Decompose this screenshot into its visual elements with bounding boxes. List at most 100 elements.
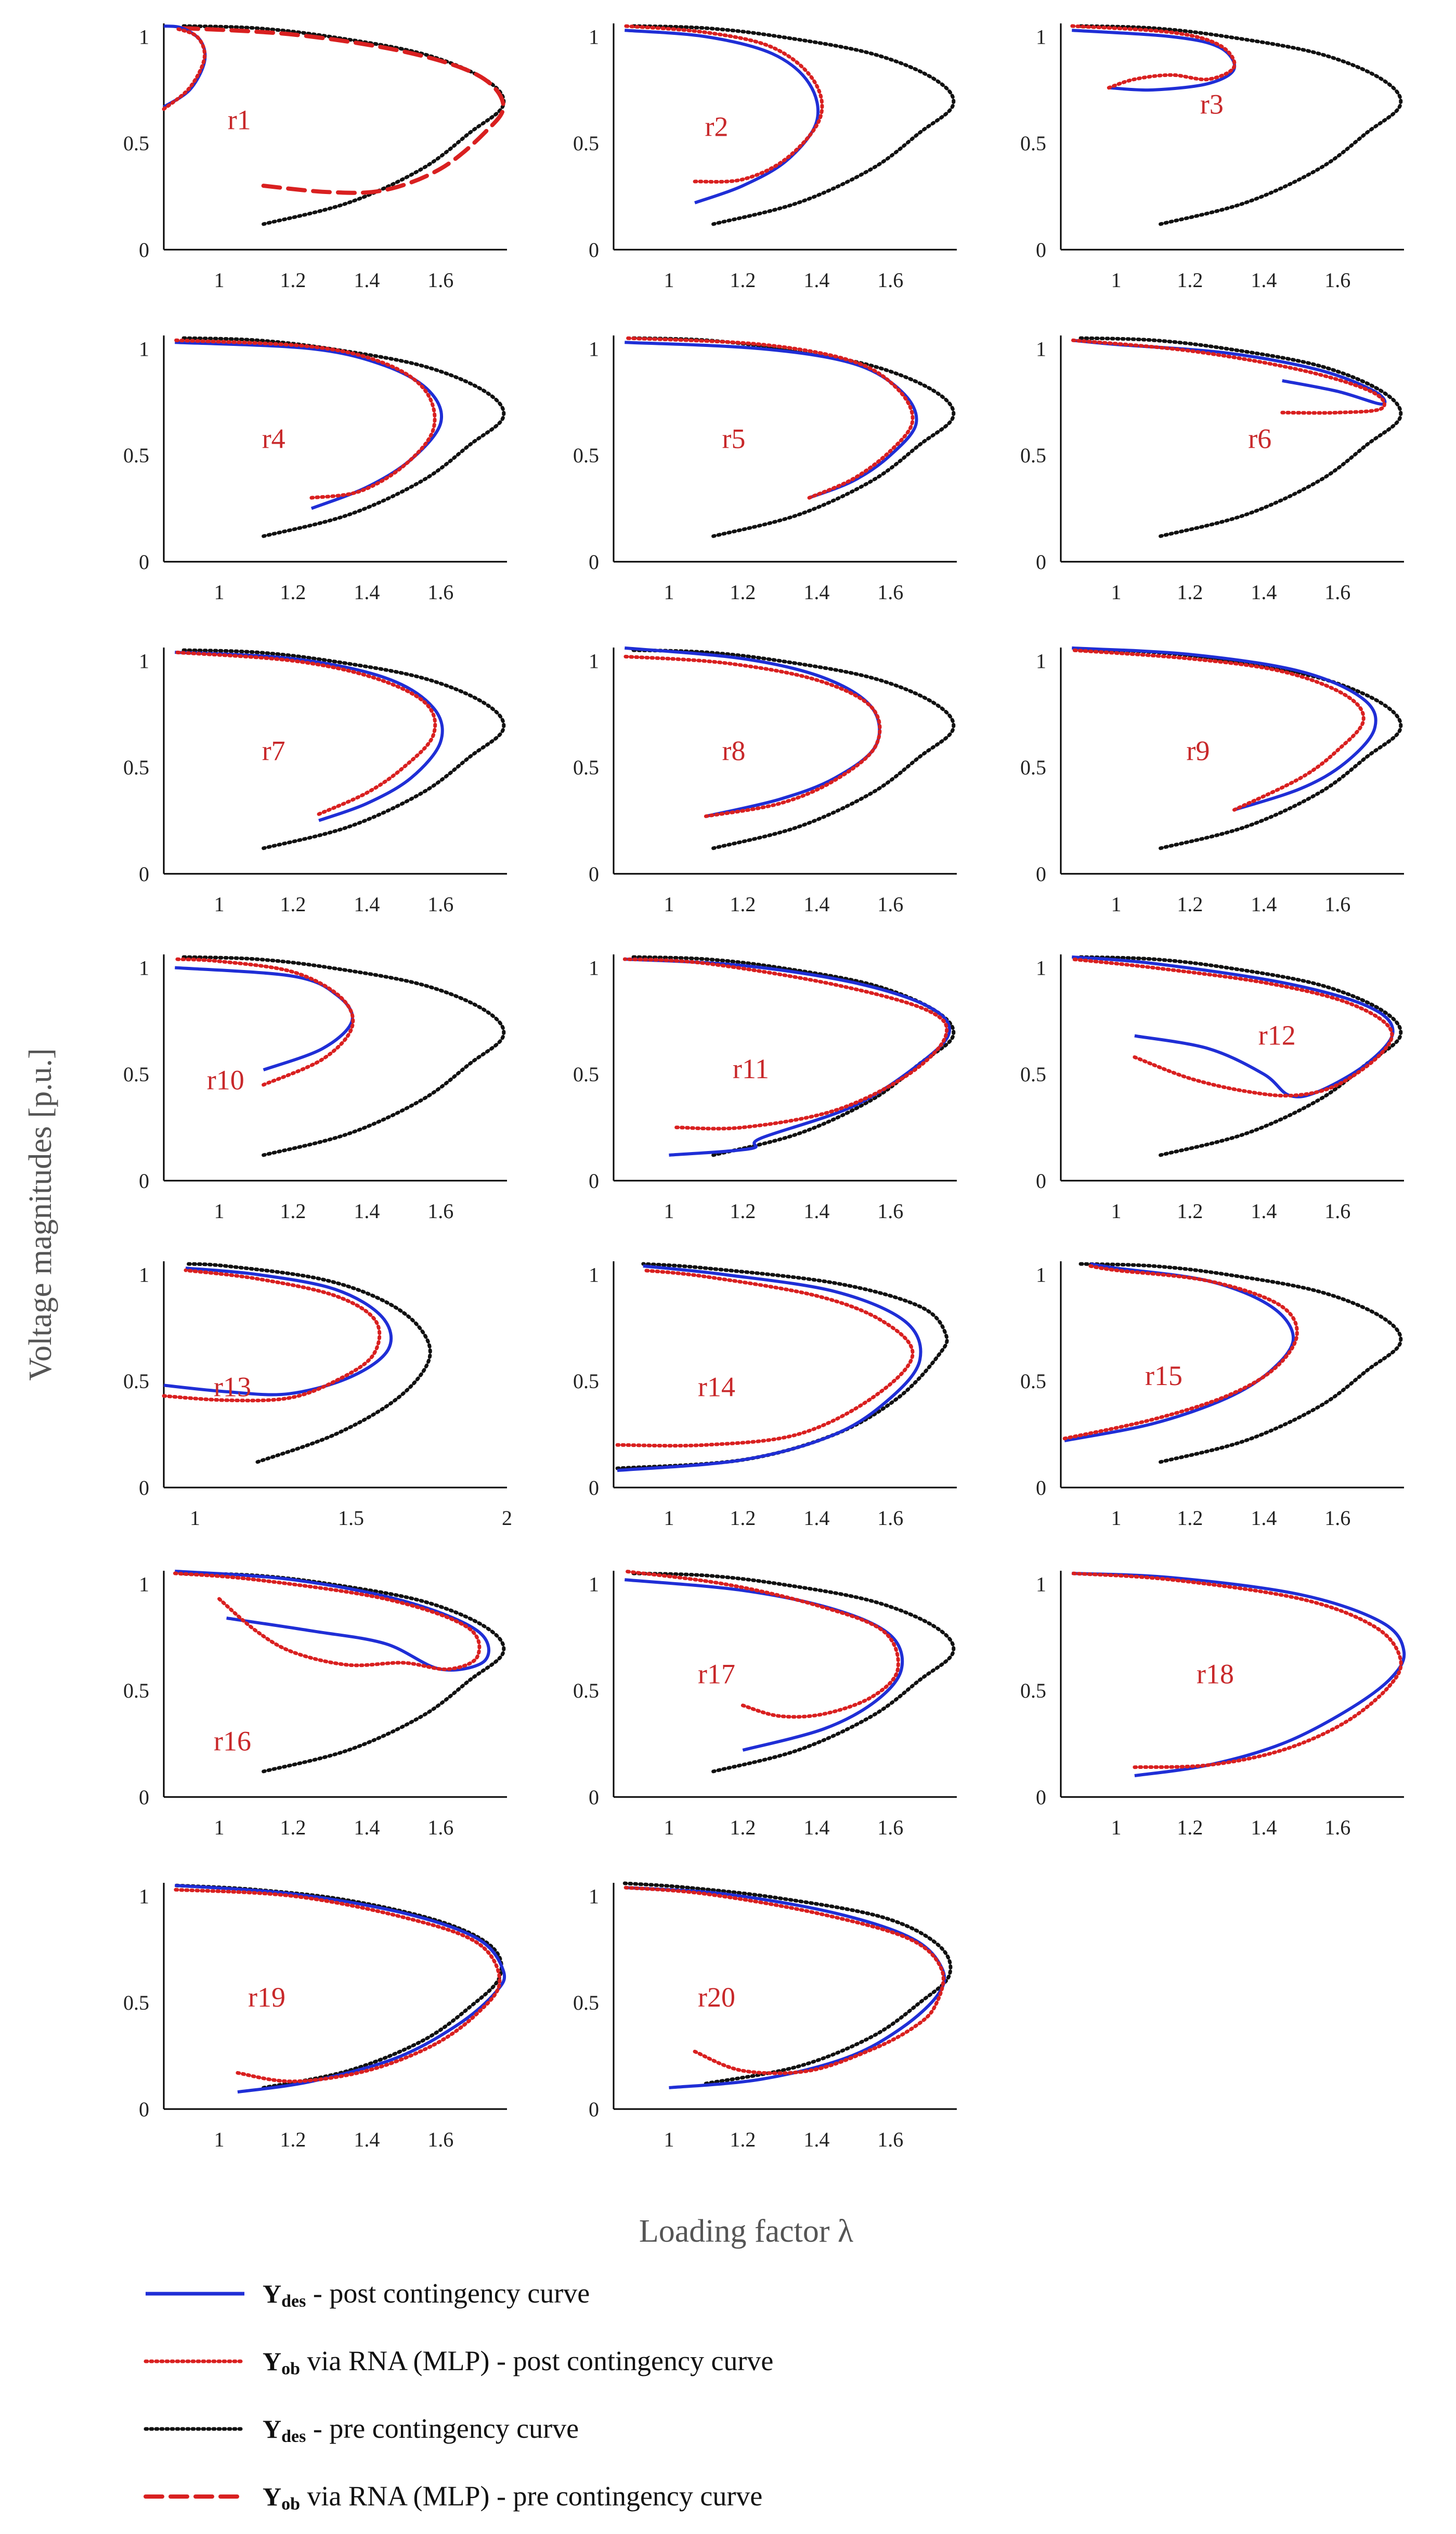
x-tick-label: 1.4 xyxy=(354,268,380,292)
x-tick-label: 1.4 xyxy=(1251,1816,1277,1839)
y-tick-label: 1 xyxy=(589,25,599,48)
y-tick-label: 0 xyxy=(589,238,599,262)
x-tick-label: 1.4 xyxy=(354,580,380,604)
legend: Ydes - post contingency curve Yob via RNA… xyxy=(144,2278,773,2514)
x-tick-label: 1 xyxy=(190,1506,200,1530)
x-tick-label: 1 xyxy=(214,1199,224,1223)
x-tick-label: 1.6 xyxy=(877,893,903,916)
series-pre-line xyxy=(622,1881,953,2086)
x-tick-label: 1 xyxy=(214,2128,224,2151)
panel-label: r1 xyxy=(228,105,251,136)
series-post-rna-line xyxy=(173,1887,502,2084)
panels-group: 0 0.5 1 1 1.2 1.4 1.6 r1 0 0.5 1 1 1.2 1.4 1.6 r20 0.5 1 1… xyxy=(123,23,1406,2151)
x-tick-label: 1.2 xyxy=(1177,1199,1203,1223)
panel-label: r3 xyxy=(1200,89,1224,120)
y-tick-label: 1 xyxy=(589,649,599,673)
x-tick-label: 1 xyxy=(1111,580,1121,604)
x-tick-label: 1.4 xyxy=(803,268,829,292)
series-post-line xyxy=(625,341,918,499)
series-post-line xyxy=(625,1886,946,2089)
panel-r14: 0 0.5 1 1 1.2 1.4 1.6 r14 xyxy=(573,1261,957,1530)
y-tick-label: 0 xyxy=(139,862,149,886)
x-tick-label: 1.4 xyxy=(1251,1199,1277,1223)
y-tick-label: 0 xyxy=(1036,1476,1046,1499)
x-tick-label: 1.6 xyxy=(1324,268,1350,292)
x-tick-label: 1.4 xyxy=(803,1199,829,1223)
panel-r12: 0 0.5 1 1 1.2 1.4 1.6 r12 xyxy=(1020,954,1404,1223)
x-tick-label: 1.2 xyxy=(730,1816,756,1839)
series-pre-line xyxy=(630,1571,956,1774)
series-post-line xyxy=(1072,29,1237,92)
x-tick-label: 1.4 xyxy=(354,1816,380,1839)
x-tick-label: 1.2 xyxy=(280,893,306,916)
series-pre-line xyxy=(1077,648,1403,850)
panel-label: r6 xyxy=(1248,423,1271,455)
series-post-rna-line xyxy=(162,26,207,111)
panel-r4: 0 0.5 1 1 1.2 1.4 1.6 r4 xyxy=(123,335,507,604)
series-post-rna-line xyxy=(173,650,437,816)
panel-r17: 0 0.5 1 1 1.2 1.4 1.6 r17 xyxy=(573,1569,957,1839)
x-tick-label: 1 xyxy=(1111,893,1121,916)
y-tick-label: 0 xyxy=(1036,862,1046,886)
y-tick-label: 0 xyxy=(589,1476,599,1499)
y-tick-label: 1 xyxy=(139,956,149,979)
series-pre-rna-line xyxy=(180,26,505,195)
y-tick-label: 0.5 xyxy=(123,132,149,155)
x-tick-label: 1.2 xyxy=(1177,893,1203,916)
y-tick-label: 1 xyxy=(139,1884,149,1908)
series-post-rna-line xyxy=(622,1885,945,2075)
x-tick-label: 1.2 xyxy=(730,2128,756,2151)
x-tick-label: 1.6 xyxy=(877,1816,903,1839)
x-tick-label: 1.4 xyxy=(1251,268,1277,292)
panel-r19: 0 0.5 1 1 1.2 1.4 1.6 r19 xyxy=(123,1883,507,2151)
y-tick-label: 0 xyxy=(1036,1786,1046,1809)
y-tick-label: 1 xyxy=(589,1884,599,1908)
x-tick-label: 1 xyxy=(664,1199,674,1223)
y-tick-label: 0.5 xyxy=(1020,756,1046,779)
series-post-rna-line xyxy=(1070,338,1386,415)
series-post-line xyxy=(175,966,354,1071)
legend-item: Yob via RNA (MLP) - pre contingency curv… xyxy=(144,2480,762,2514)
x-tick-label: 1.4 xyxy=(354,893,380,916)
x-tick-label: 1.6 xyxy=(877,1506,903,1530)
series-post-line xyxy=(625,646,881,818)
y-tick-label: 0.5 xyxy=(123,1369,149,1393)
x-tick-label: 1.6 xyxy=(427,2128,453,2151)
x-tick-label: 1.4 xyxy=(354,1199,380,1223)
panel-label: r12 xyxy=(1258,1020,1296,1051)
series-post-rna-line xyxy=(622,957,949,1131)
x-tick-label: 1 xyxy=(1111,1816,1121,1839)
series-post-rna-line xyxy=(622,24,824,184)
x-tick-label: 1 xyxy=(1111,268,1121,292)
panel-label: r20 xyxy=(698,1982,735,2013)
x-tick-label: 1.6 xyxy=(427,1816,453,1839)
x-tick-label: 1.6 xyxy=(877,268,903,292)
y-tick-label: 0.5 xyxy=(123,1991,149,2014)
x-tick-label: 1.6 xyxy=(877,580,903,604)
x-tick-label: 1 xyxy=(1111,1506,1121,1530)
x-tick-label: 1.6 xyxy=(877,1199,903,1223)
y-tick-label: 1 xyxy=(1036,1263,1046,1286)
x-tick-label: 1.2 xyxy=(280,580,306,604)
x-tick-label: 1.6 xyxy=(1324,580,1350,604)
x-tick-label: 1.6 xyxy=(427,893,453,916)
series-post-rna-line xyxy=(1070,1571,1403,1769)
y-tick-label: 0.5 xyxy=(1020,132,1046,155)
y-tick-label: 1 xyxy=(589,337,599,360)
legend-label: Yob via RNA (MLP) - post contingency cur… xyxy=(263,2345,773,2378)
y-tick-label: 1 xyxy=(139,1263,149,1286)
y-tick-label: 1 xyxy=(589,956,599,979)
y-tick-label: 0 xyxy=(139,238,149,262)
x-tick-label: 1.4 xyxy=(803,1816,829,1839)
x-tick-label: 1.6 xyxy=(877,2128,903,2151)
x-tick-label: 1 xyxy=(664,1816,674,1839)
panel-label: r14 xyxy=(698,1372,735,1403)
series-post-line xyxy=(175,1884,506,2094)
series-post-line xyxy=(625,1578,904,1752)
panel-label: r19 xyxy=(248,1982,285,2013)
panel-r2: 0 0.5 1 1 1.2 1.4 1.6 r2 xyxy=(573,23,957,292)
series-pre-line xyxy=(180,955,506,1157)
x-tick-label: 1 xyxy=(214,1816,224,1839)
x-tick-label: 1 xyxy=(664,580,674,604)
x-tick-label: 1.2 xyxy=(730,893,756,916)
